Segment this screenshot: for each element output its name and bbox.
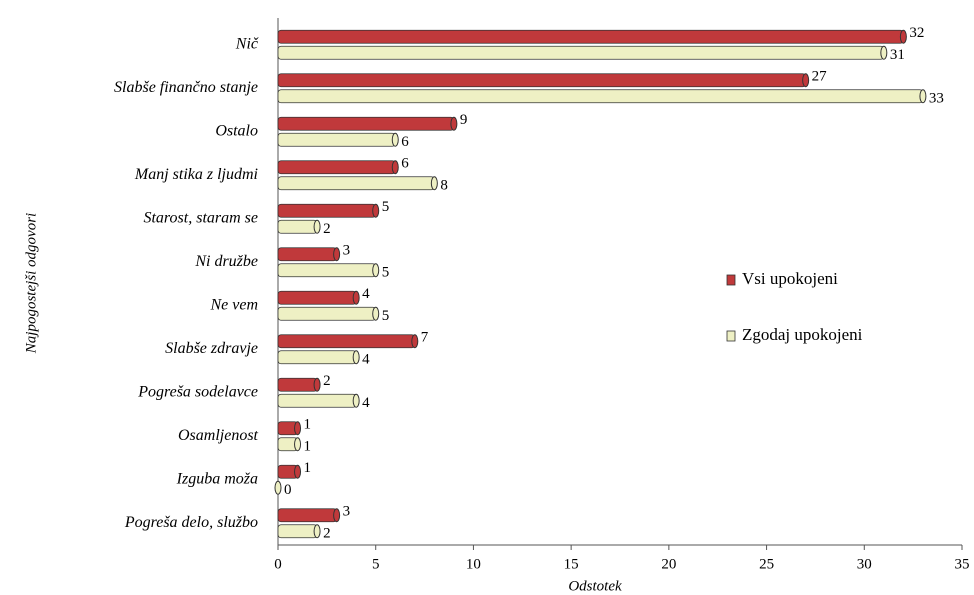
bar bbox=[277, 247, 341, 262]
x-tick-label: 10 bbox=[466, 556, 481, 572]
data-label: 32 bbox=[909, 25, 924, 41]
bar bbox=[277, 203, 380, 218]
bar bbox=[277, 508, 341, 523]
legend-swatch bbox=[726, 330, 736, 342]
bar bbox=[277, 160, 399, 175]
bar bbox=[277, 334, 419, 349]
data-label: 9 bbox=[460, 112, 468, 128]
bar bbox=[277, 393, 360, 408]
y-tick-label: Izguba moža bbox=[176, 470, 258, 487]
bar bbox=[277, 29, 907, 44]
data-label: 1 bbox=[304, 460, 312, 476]
bar bbox=[277, 219, 321, 234]
data-label: 2 bbox=[323, 373, 331, 389]
data-label: 27 bbox=[812, 69, 828, 85]
bar bbox=[277, 421, 302, 436]
x-tick-label: 15 bbox=[564, 556, 579, 572]
data-label: 2 bbox=[323, 221, 331, 237]
x-tick-label: 5 bbox=[372, 556, 380, 572]
data-label: 4 bbox=[362, 352, 370, 368]
y-tick-label: Manj stika z ljudmi bbox=[134, 166, 258, 183]
legend-label: Zgodaj upokojeni bbox=[742, 325, 863, 344]
data-label: 7 bbox=[421, 330, 429, 346]
bar bbox=[277, 464, 302, 479]
bar bbox=[277, 524, 321, 539]
data-label: 33 bbox=[929, 91, 944, 107]
bar bbox=[277, 73, 810, 88]
y-tick-label: Pogreša delo, službo bbox=[124, 514, 258, 531]
bar bbox=[277, 437, 302, 452]
data-label: 6 bbox=[401, 134, 409, 150]
bar bbox=[277, 176, 438, 191]
bar bbox=[277, 290, 360, 305]
data-label: 5 bbox=[382, 308, 390, 324]
y-tick-label: Osamljenost bbox=[178, 427, 259, 444]
data-label: 4 bbox=[362, 286, 370, 302]
y-tick-label: Pogreša sodelavce bbox=[137, 383, 258, 400]
y-tick-label: Ni družbe bbox=[194, 253, 258, 270]
data-label: 1 bbox=[304, 439, 312, 455]
y-tick-label: Starost, staram se bbox=[143, 209, 258, 226]
bar bbox=[274, 480, 282, 495]
y-tick-label: Ne vem bbox=[209, 296, 258, 313]
data-label: 2 bbox=[323, 526, 331, 542]
bar bbox=[277, 45, 888, 60]
bar bbox=[277, 306, 380, 321]
data-label: 5 bbox=[382, 265, 390, 281]
x-tick-label: 0 bbox=[274, 556, 282, 572]
data-label: 5 bbox=[382, 199, 390, 215]
data-label: 3 bbox=[343, 243, 351, 259]
data-label: 0 bbox=[284, 482, 292, 498]
bar bbox=[277, 132, 399, 147]
y-axis-label: Najpogostejši odgovori bbox=[23, 213, 39, 354]
bar bbox=[277, 263, 380, 278]
legend-swatch bbox=[726, 274, 736, 286]
bar bbox=[277, 89, 927, 104]
data-label: 1 bbox=[304, 417, 312, 433]
data-label: 3 bbox=[343, 504, 351, 520]
data-label: 6 bbox=[401, 156, 409, 172]
x-tick-label: 35 bbox=[955, 556, 970, 572]
bar bbox=[277, 377, 321, 392]
y-tick-label: Slabše zdravje bbox=[165, 340, 258, 357]
data-label: 8 bbox=[440, 178, 448, 194]
y-tick-label: Ostalo bbox=[215, 122, 258, 139]
x-tick-label: 30 bbox=[857, 556, 872, 572]
x-axis-label: Odstotek bbox=[568, 578, 622, 594]
data-label: 4 bbox=[362, 395, 370, 411]
x-tick-label: 25 bbox=[759, 556, 774, 572]
y-tick-label: Slabše finančno stanje bbox=[114, 79, 258, 96]
bar bbox=[277, 116, 458, 131]
x-tick-label: 20 bbox=[661, 556, 676, 572]
bar bbox=[277, 350, 360, 365]
y-tick-label: Nič bbox=[235, 35, 259, 52]
data-label: 31 bbox=[890, 47, 905, 63]
legend-label: Vsi upokojeni bbox=[742, 269, 838, 288]
